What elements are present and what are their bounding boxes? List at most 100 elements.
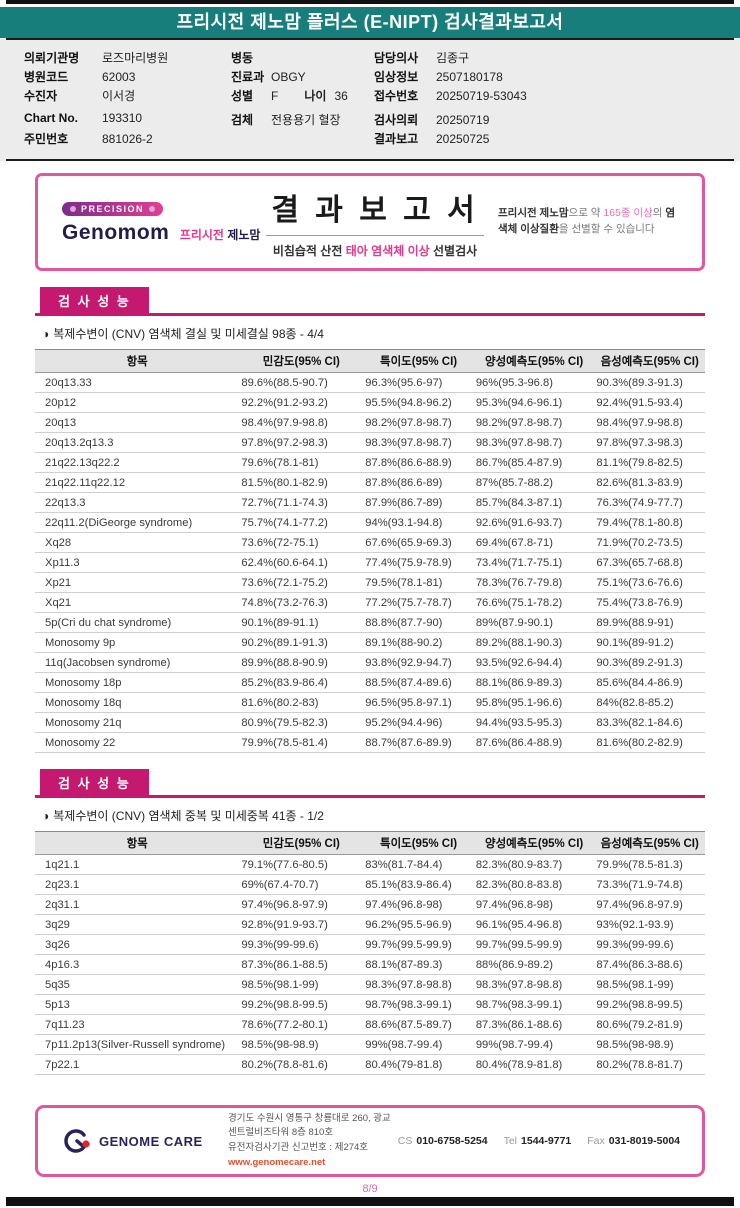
patient-info-section: 의뢰기관명 로즈마리병원 병원코드 62003 수진자 이서경 Chart No… xyxy=(0,38,740,161)
field-department: 진료과 OBGY xyxy=(231,68,374,87)
value-cell: 72.7%(71.1-74.3) xyxy=(239,492,364,513)
item-cell: 22q13.3 xyxy=(35,492,240,513)
cs-number: 010-6758-5254 xyxy=(416,1135,488,1147)
field-label: 접수번호 xyxy=(374,89,419,103)
value-cell: 87.6%(86.4-88.9) xyxy=(473,732,595,753)
value-cell: 71.9%(70.2-73.5) xyxy=(594,532,705,553)
item-cell: 20q13 xyxy=(35,412,240,433)
dot-icon xyxy=(149,206,156,212)
section-heading: 검 사 성 능 xyxy=(40,287,149,313)
value-cell: 89.2%(88.1-90.3) xyxy=(473,632,595,653)
value-cell: 98.5%(98.1-99) xyxy=(239,974,364,995)
field-patient-name: 수진자 이서경 xyxy=(24,87,231,106)
value-cell: 90.1%(89-91.1) xyxy=(239,612,364,633)
fax-number: 031-8019-5004 xyxy=(608,1135,680,1147)
item-cell: Xp21 xyxy=(35,572,240,593)
note-bold2: 염색체 이상질환 xyxy=(498,207,676,235)
value-cell: 80.2%(78.8-81.6) xyxy=(239,1054,364,1075)
table-row: Monosomy 9p 90.2%(89.1-91.3) 89.1%(88-90.2… xyxy=(35,632,705,653)
table-row: 22q11.2(DiGeorge syndrome) 75.7%(74.1-77.… xyxy=(35,512,705,533)
field-label: 담당의사 xyxy=(374,51,419,65)
value-cell: 87.9%(86.7-89) xyxy=(363,492,474,513)
field-label: 병동 xyxy=(231,51,254,65)
value-cell: 87%(85.7-88.2) xyxy=(473,472,595,493)
value-cell: 94.4%(93.5-95.3) xyxy=(473,712,595,733)
value-cell: 92.6%(91.6-93.7) xyxy=(473,512,595,533)
brand-line: Genomom 프리시전 제노맘 xyxy=(62,221,260,245)
item-cell: Monosomy 18q xyxy=(35,692,240,713)
value-cell: 95.8%(95.1-96.6) xyxy=(473,692,595,713)
field-doctor: 담당의사 김종구 xyxy=(374,49,716,68)
value-cell: 81.1%(79.8-82.5) xyxy=(594,452,705,473)
table-row: Monosomy 22 79.9%(78.5-81.4) 88.7%(87.6-89… xyxy=(35,732,705,753)
value-cell: 93%(92.1-93.9) xyxy=(594,914,705,935)
value-cell: 79.1%(77.6-80.5) xyxy=(239,854,364,875)
value-cell: 99%(98.7-99.4) xyxy=(363,1034,474,1055)
value-cell: 98.3%(97.8-98.8) xyxy=(363,974,474,995)
subtitle-highlight: 태아 염색체 이상 xyxy=(345,244,430,258)
tel-number: 1544-9771 xyxy=(521,1135,572,1147)
field-request-date: 검사의뢰 20250719 xyxy=(374,111,716,130)
section-header-bar: 검 사 성 능 xyxy=(35,769,705,798)
value-cell: 88.1%(87-89.3) xyxy=(363,954,474,975)
value-cell: 90.1%(89-91.2) xyxy=(594,632,705,653)
item-cell: 2q23.1 xyxy=(35,874,240,895)
field-value: F xyxy=(271,89,279,103)
section-header-bar: 검 사 성 능 xyxy=(35,287,705,316)
col-header-ppv: 양성예측도(95% CI) xyxy=(473,349,595,373)
patient-info-col2: 병동 진료과 OBGY 성별 F 나이 36 검체 전용용기 혈장 xyxy=(231,49,374,149)
item-cell: 21q22.11q22.12 xyxy=(35,472,240,493)
value-cell: 88.7%(87.6-89.9) xyxy=(363,732,474,753)
value-cell: 75.7%(74.1-77.2) xyxy=(239,512,364,533)
address-line1: 경기도 수원시 영통구 창룡대로 260, 광교 센트럴비즈타워 8층 810호 xyxy=(228,1112,391,1139)
value-cell: 69%(67.4-70.7) xyxy=(239,874,364,895)
item-cell: 11q(Jacobsen syndrome) xyxy=(35,652,240,673)
value-cell: 83.3%(82.1-84.6) xyxy=(594,712,705,733)
item-cell: Monosomy 21q xyxy=(35,712,240,733)
field-value: OBGY xyxy=(271,70,306,84)
col-header-npv: 음성예측도(95% CI) xyxy=(594,831,705,855)
value-cell: 98.4%(97.9-98.8) xyxy=(594,412,705,433)
performance-table-duplication: 항목 민감도(95% CI) 특이도(95% CI) 양성예측도(95% CI)… xyxy=(35,831,705,1075)
field-value: 전용용기 혈장 xyxy=(271,113,341,127)
brand-kr-dark: 제노맘 xyxy=(227,228,261,242)
note-bold1: 프리시전 제노맘 xyxy=(498,207,569,220)
section-subtitle-text: 복제수변이 (CNV) 염색체 중복 및 미세중복 41종 - 1/2 xyxy=(53,809,324,823)
col-header-specificity: 특이도(95% CI) xyxy=(363,831,474,855)
value-cell: 85.1%(83.9-86.4) xyxy=(363,874,474,895)
value-cell: 95.3%(94.6-96.1) xyxy=(473,392,595,413)
value-cell: 97.4%(96.8-98) xyxy=(363,894,474,915)
report-subtitle: 비침습적 산전 태아 염색체 이상 선별검사 xyxy=(252,242,498,259)
value-cell: 89.9%(88.9-91) xyxy=(594,612,705,633)
company-name: GENOME CARE xyxy=(99,1133,203,1149)
footer-company-box: GENOME CARE 경기도 수원시 영통구 창룡대로 260, 광교 센트럴… xyxy=(35,1105,705,1177)
section-subtitle-text: 복제수변이 (CNV) 염색체 결실 및 미세결실 98종 - 4/4 xyxy=(53,327,324,341)
field-label: 성별 xyxy=(231,89,254,103)
subtitle-prefix: 비침습적 산전 xyxy=(272,244,346,258)
value-cell: 97.4%(96.8-97.9) xyxy=(594,894,705,915)
value-cell: 98.3%(97.8-98.7) xyxy=(473,432,595,453)
fax-label: Fax xyxy=(587,1135,605,1147)
dot-icon xyxy=(70,206,76,212)
item-cell: 1q21.1 xyxy=(35,854,240,875)
note-highlight: 165종 이상 xyxy=(603,207,653,220)
value-cell: 88.1%(86.9-89.3) xyxy=(473,672,595,693)
field-label: 임상정보 xyxy=(374,70,419,84)
patient-info-col3: 담당의사 김종구 임상정보 2507180178 접수번호 20250719-5… xyxy=(374,49,716,149)
report-body: PRECISION Genomom 프리시전 제노맘 결 과 보 고 서 비침습… xyxy=(0,173,740,1195)
value-cell: 87.3%(86.1-88.6) xyxy=(473,1014,595,1035)
table-row: 5q35 98.5%(98.1-99) 98.3%(97.8-98.8) 98.3%(… xyxy=(35,974,705,995)
value-cell: 94%(93.1-94.8) xyxy=(363,512,474,533)
section-heading: 검 사 성 능 xyxy=(40,769,149,795)
item-cell: 20p12 xyxy=(35,392,240,413)
value-cell: 92.4%(91.5-93.4) xyxy=(594,392,705,413)
value-cell: 85.7%(84.3-87.1) xyxy=(473,492,595,513)
table-row: 21q22.13q22.2 79.6%(78.1-81) 87.8%(86.6-88… xyxy=(35,452,705,473)
page-bottom-edge xyxy=(6,1197,734,1206)
field-label: 검체 xyxy=(231,113,254,127)
website-link[interactable]: www.genomecare.net xyxy=(228,1156,326,1168)
table-row: Monosomy 21q 80.9%(79.5-82.3) 95.2%(94.4-9… xyxy=(35,712,705,733)
table-row: 11q(Jacobsen syndrome) 89.9%(88.8-90.9) 93… xyxy=(35,652,705,673)
table-row: 1q21.1 79.1%(77.6-80.5) 83%(81.7-84.4) 82.3… xyxy=(35,854,705,875)
field-specimen: 검체 전용용기 혈장 xyxy=(231,111,374,130)
